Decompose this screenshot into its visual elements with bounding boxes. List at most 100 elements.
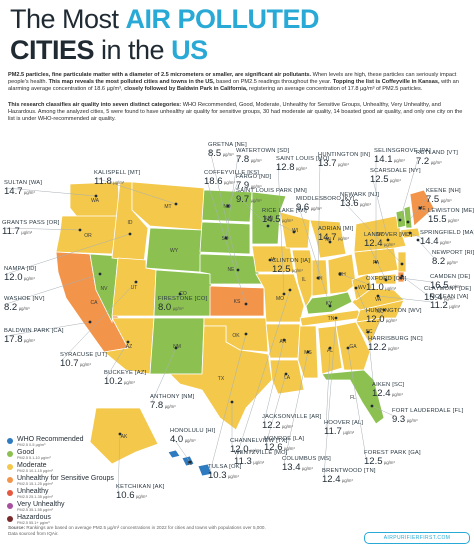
- city-dot[interactable]: [244, 332, 248, 336]
- city-dot[interactable]: [226, 204, 230, 208]
- city-dot[interactable]: [400, 262, 404, 266]
- city-label-newport[interactable]: NEWPORT [RI]8.2 µg/m³: [432, 250, 474, 267]
- city-label-mclean[interactable]: MCLEAN [VA]11.2 µg/m³: [430, 294, 469, 311]
- city-label-sultan[interactable]: SULTAN [WA]14.7 µg/m³: [4, 180, 42, 197]
- city-label-landover[interactable]: LANDOVER [MD]12.4 µg/m³: [364, 232, 413, 249]
- legend-range: PM2.5 0-5 µg/m³: [17, 443, 46, 447]
- city-dot[interactable]: [354, 286, 358, 290]
- city-dot[interactable]: [88, 320, 92, 324]
- city-dot[interactable]: [316, 276, 320, 280]
- city-label-clinton[interactable]: CLINTON [IA]12.5 µg/m³: [272, 258, 310, 275]
- city-dot[interactable]: [398, 218, 402, 222]
- city-label-middlesboro[interactable]: MIDDLESBORO [KY]9.6 µg/m³: [296, 196, 355, 213]
- city-dot[interactable]: [126, 340, 130, 344]
- brand-badge[interactable]: AIRPURIFIERFIRST.COM: [364, 532, 470, 544]
- city-label-harrisburg[interactable]: HARRISBURG [NC]12.2 µg/m³: [368, 336, 423, 353]
- city-label-tulsa[interactable]: TULSA [OK]10.3 µg/m³: [208, 464, 242, 481]
- city-label-keene[interactable]: KEENE [NH]7.5 µg/m³: [426, 188, 461, 205]
- city-label-monroe[interactable]: MONROE [LA]12.6 µg/m³: [264, 436, 304, 453]
- city-label-grants-pass[interactable]: GRANTS PASS [OR]11.7 µg/m³: [2, 220, 60, 237]
- city-label-saint-louis[interactable]: SAINT LOUIS [MO]12.8 µg/m³: [276, 156, 330, 173]
- city-label-saint-louis-park[interactable]: SAINT LOUIS PARK [MN]9.7 µg/m³: [236, 188, 307, 205]
- city-dot[interactable]: [174, 202, 178, 206]
- city-label-washoe[interactable]: WASHOE [NV]8.2 µg/m³: [4, 296, 45, 313]
- city-label-baldwin-park[interactable]: BALDWIN PARK [CA]17.8 µg/m³: [4, 328, 64, 345]
- city-label-claymont[interactable]: CLAYMONT [DE]15.4 µg/m³: [424, 286, 471, 303]
- city-dot[interactable]: [334, 316, 338, 320]
- city-label-hoover[interactable]: HOOVER [AL]11.7 µg/m³: [324, 420, 363, 437]
- city-dot[interactable]: [328, 346, 332, 350]
- city-label-kalispell[interactable]: KALISPELL [MT]11.8 µg/m³: [94, 170, 141, 187]
- city-dot[interactable]: [292, 230, 296, 234]
- city-dot[interactable]: [384, 278, 388, 282]
- city-dot[interactable]: [134, 280, 138, 284]
- city-dot[interactable]: [174, 346, 178, 350]
- city-dot[interactable]: [268, 258, 272, 262]
- city-dot[interactable]: [266, 224, 270, 228]
- city-label-channelview[interactable]: CHANNELVIEW [TX]12.0 µg/m³: [230, 438, 288, 455]
- city-label-ketchikan[interactable]: KETCHIKAN [AK]10.6 µg/m³: [116, 484, 165, 501]
- city-label-coffeyville[interactable]: COFFEYVILLE [KS]18.6 µg/m³: [204, 170, 259, 187]
- city-dot[interactable]: [282, 338, 286, 342]
- city-label-springfield[interactable]: SPRINGFIELD [MA]14.4 µg/m³: [420, 230, 474, 247]
- city-label-nampa[interactable]: NAMPA [ID]12.0 µg/m³: [4, 266, 37, 283]
- city-label-watertown[interactable]: WATERTOWN [SD]7.8 µg/m³: [236, 148, 290, 165]
- city-dot[interactable]: [284, 372, 288, 376]
- city-label-anthony[interactable]: ANTHONY [NM]7.8 µg/m³: [150, 394, 195, 411]
- city-dot[interactable]: [406, 220, 410, 224]
- city-label-fargo[interactable]: FARGO [ND]7.9 µg/m³: [236, 174, 272, 191]
- city-dot[interactable]: [288, 288, 292, 292]
- city-dot[interactable]: [408, 231, 412, 235]
- city-dot[interactable]: [346, 346, 350, 350]
- leader-line: [5, 273, 101, 305]
- city-dot[interactable]: [386, 238, 390, 242]
- city-label-jacksonville[interactable]: JACKSONVILLE [AR]12.2 µg/m³: [262, 414, 322, 431]
- city-label-honolulu[interactable]: HONOLULU [HI]4.0 µg/m³: [170, 428, 216, 445]
- city-label-fort-lauderdale[interactable]: FORT LAUDERDALE [FL]9.3 µg/m³: [392, 408, 464, 425]
- city-label-buckeye[interactable]: BUCKEYE [AZ]10.2 µg/m³: [104, 370, 147, 387]
- city-label-rutland[interactable]: RUTLAND [VT]7.2 µg/m³: [416, 150, 458, 167]
- city-dot[interactable]: [328, 304, 332, 308]
- city-dot[interactable]: [236, 268, 240, 272]
- city-label-newark[interactable]: NEWARK [NJ]13.6 µg/m³: [340, 192, 380, 209]
- city-label-lewiston[interactable]: LEWISTON [ME]15.5 µg/m³: [428, 208, 474, 225]
- city-dot[interactable]: [328, 240, 332, 244]
- city-label-scarsdale[interactable]: SCARSDALE [NY]12.5 µg/m³: [370, 168, 421, 185]
- city-label-firestone[interactable]: FIRESTONE [CO]8.0 µg/m³: [158, 296, 208, 313]
- city-dot[interactable]: [188, 460, 192, 464]
- state-abbrev-hi: HI: [188, 461, 193, 467]
- city-label-columbus[interactable]: COLUMBUS [MS]13.4 µg/m³: [282, 456, 331, 473]
- city-dot[interactable]: [98, 272, 102, 276]
- city-dot[interactable]: [230, 400, 234, 404]
- city-dot[interactable]: [370, 404, 374, 408]
- city-label-camden[interactable]: CAMDEN [DE]16.5 µg/m³: [430, 274, 470, 291]
- city-dot[interactable]: [128, 232, 132, 236]
- city-dot[interactable]: [418, 206, 422, 210]
- city-label-adrian[interactable]: ADRIAN [MI]14.7 µg/m³: [318, 226, 354, 243]
- city-dot[interactable]: [224, 236, 228, 240]
- city-dot[interactable]: [282, 292, 286, 296]
- city-label-oxford[interactable]: OXFORD [OH]11.0 µg/m³: [366, 276, 407, 293]
- city-label-brentwood[interactable]: BRENTWOOD [TN]12.4 µg/m³: [322, 468, 376, 485]
- city-dot[interactable]: [366, 330, 370, 334]
- city-label-syracuse[interactable]: SYRACUSE [UT]10.7 µg/m³: [60, 352, 107, 369]
- city-dot[interactable]: [244, 302, 248, 306]
- city-dot[interactable]: [178, 292, 182, 296]
- city-dot[interactable]: [118, 432, 122, 436]
- city-label-gretna[interactable]: GRETNA [NE]8.5 µg/m³: [208, 142, 247, 159]
- city-dot[interactable]: [338, 272, 342, 276]
- city-dot[interactable]: [382, 308, 386, 312]
- city-label-huntington[interactable]: HUNTINGTON [WV]12.0 µg/m³: [366, 308, 422, 325]
- city-dot[interactable]: [400, 274, 404, 278]
- city-dot[interactable]: [376, 294, 380, 298]
- city-label-selinsgrove[interactable]: SELINSGROVE [PA]14.1 µg/m³: [374, 148, 431, 165]
- city-dot[interactable]: [94, 194, 98, 198]
- city-label-huntington[interactable]: HUNTINGTON [IN]13.7 µg/m³: [318, 152, 370, 169]
- city-dot[interactable]: [416, 238, 420, 242]
- city-label-rice-lake[interactable]: RICE LAKE [WI]14.5 µg/m³: [262, 208, 307, 225]
- city-label-wentzville[interactable]: WENTZVILLE [MO]11.3 µg/m³: [234, 450, 288, 467]
- city-dot[interactable]: [78, 228, 82, 232]
- city-label-forest-park[interactable]: FOREST PARK [GA]12.5 µg/m³: [364, 450, 421, 467]
- city-dot[interactable]: [306, 350, 310, 354]
- city-label-aiken[interactable]: AIKEN [SC]12.4 µg/m³: [372, 382, 404, 399]
